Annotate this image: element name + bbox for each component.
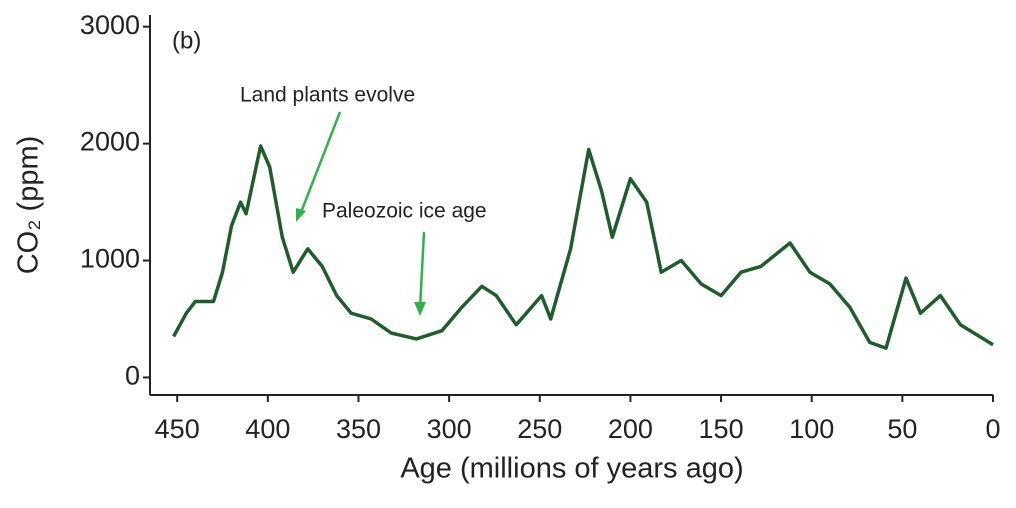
- x-tick-label: 100: [789, 414, 834, 444]
- x-tick-label: 200: [608, 414, 653, 444]
- x-tick-label: 150: [699, 414, 744, 444]
- arrow-head: [296, 208, 306, 222]
- y-tick-label: 1000: [80, 244, 140, 274]
- arrow: [298, 111, 342, 216]
- y-tick-label: 2000: [80, 127, 140, 157]
- y-tick-label: 3000: [80, 10, 140, 40]
- x-tick-label: 250: [517, 414, 562, 444]
- data-line: [172, 144, 994, 350]
- x-tick-label: 400: [245, 414, 290, 444]
- x-tick-label: 350: [336, 414, 381, 444]
- arrow-head: [414, 302, 426, 316]
- y-axis-label: CO₂ (ppm): [13, 136, 45, 275]
- arrow: [418, 231, 426, 309]
- x-tick-label: 0: [985, 414, 1000, 444]
- x-tick-label: 300: [427, 414, 472, 444]
- y-tick-label: 0: [125, 361, 140, 391]
- annotation: Paleozoic ice age: [322, 200, 487, 223]
- x-tick-label: 450: [155, 414, 200, 444]
- x-tick-label: 50: [887, 414, 917, 444]
- panel-label: (b): [172, 27, 201, 54]
- x-axis-label: Age (millions of years ago): [400, 453, 743, 485]
- annotation: Land plants evolve: [240, 84, 415, 107]
